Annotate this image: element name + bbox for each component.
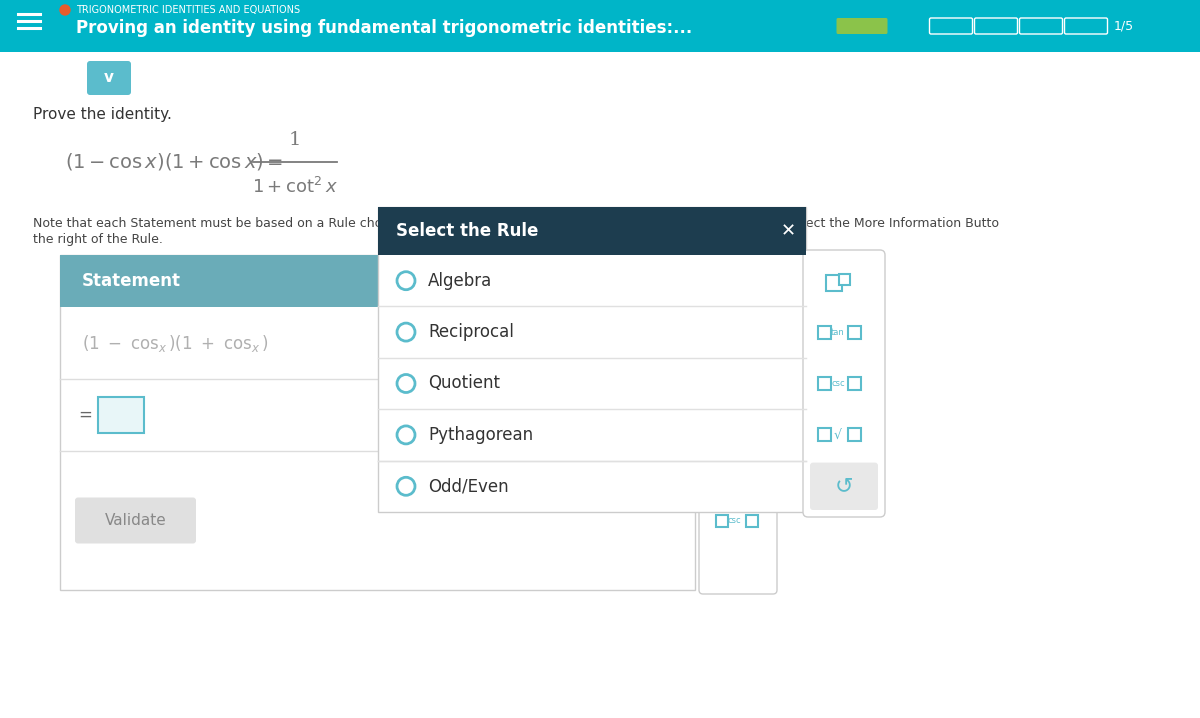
FancyBboxPatch shape bbox=[88, 61, 131, 95]
Text: Select the Rule: Select the Rule bbox=[396, 222, 539, 240]
Text: Pythagorean: Pythagorean bbox=[428, 426, 533, 444]
FancyBboxPatch shape bbox=[839, 274, 850, 285]
FancyBboxPatch shape bbox=[378, 207, 806, 512]
Text: 1: 1 bbox=[289, 131, 301, 149]
Text: tan: tan bbox=[832, 327, 845, 337]
Text: $(1\ -\ \cos_x)(1\ +\ \cos_x)$: $(1\ -\ \cos_x)(1\ +\ \cos_x)$ bbox=[82, 332, 269, 353]
Text: ✕: ✕ bbox=[780, 222, 796, 240]
FancyBboxPatch shape bbox=[724, 339, 738, 353]
Text: Proving an identity using fundamental trigonometric identities:...: Proving an identity using fundamental tr… bbox=[76, 19, 692, 37]
Circle shape bbox=[60, 5, 70, 15]
FancyBboxPatch shape bbox=[848, 377, 862, 390]
FancyBboxPatch shape bbox=[826, 275, 842, 291]
Text: TRIGONOMETRIC IDENTITIES AND EQUATIONS: TRIGONOMETRIC IDENTITIES AND EQUATIONS bbox=[76, 5, 300, 15]
FancyBboxPatch shape bbox=[733, 337, 743, 347]
FancyBboxPatch shape bbox=[716, 515, 728, 526]
Text: Validate: Validate bbox=[104, 513, 167, 528]
Text: Quotient: Quotient bbox=[428, 375, 500, 393]
Text: $(1-\cos x)(1+\cos x)=$: $(1-\cos x)(1+\cos x)=$ bbox=[65, 151, 283, 172]
FancyBboxPatch shape bbox=[716, 409, 728, 421]
Text: $1+\cot^2 x$: $1+\cot^2 x$ bbox=[252, 177, 338, 197]
Text: 1/5: 1/5 bbox=[1114, 19, 1134, 32]
Text: csc: csc bbox=[727, 516, 740, 525]
FancyBboxPatch shape bbox=[98, 397, 144, 433]
Text: the right of the Rule.: the right of the Rule. bbox=[34, 233, 163, 246]
FancyBboxPatch shape bbox=[60, 255, 695, 307]
FancyBboxPatch shape bbox=[810, 462, 878, 510]
FancyBboxPatch shape bbox=[818, 429, 830, 442]
Text: ↺: ↺ bbox=[835, 476, 853, 496]
FancyBboxPatch shape bbox=[848, 429, 862, 442]
FancyBboxPatch shape bbox=[74, 498, 196, 544]
Text: csc: csc bbox=[832, 379, 845, 388]
FancyBboxPatch shape bbox=[746, 409, 758, 421]
Text: Statement: Statement bbox=[82, 272, 181, 290]
FancyBboxPatch shape bbox=[0, 0, 1200, 52]
FancyBboxPatch shape bbox=[836, 18, 888, 34]
FancyBboxPatch shape bbox=[818, 325, 830, 339]
Text: Note that each Statement must be based on a Rule chosen from the Rule menu. To s: Note that each Statement must be based o… bbox=[34, 217, 998, 230]
Text: v: v bbox=[104, 70, 114, 85]
Text: tan: tan bbox=[727, 411, 740, 419]
Text: Algebra: Algebra bbox=[428, 271, 492, 289]
FancyBboxPatch shape bbox=[803, 250, 886, 517]
FancyBboxPatch shape bbox=[378, 207, 806, 255]
FancyBboxPatch shape bbox=[60, 255, 695, 590]
Text: =: = bbox=[78, 406, 92, 424]
FancyBboxPatch shape bbox=[818, 377, 830, 390]
FancyBboxPatch shape bbox=[698, 303, 778, 594]
Text: Odd/Even: Odd/Even bbox=[428, 477, 509, 495]
Text: √: √ bbox=[834, 429, 842, 442]
Text: Reciprocal: Reciprocal bbox=[428, 323, 514, 341]
FancyBboxPatch shape bbox=[746, 515, 758, 526]
Text: Prove the identity.: Prove the identity. bbox=[34, 107, 172, 122]
FancyBboxPatch shape bbox=[848, 325, 862, 339]
